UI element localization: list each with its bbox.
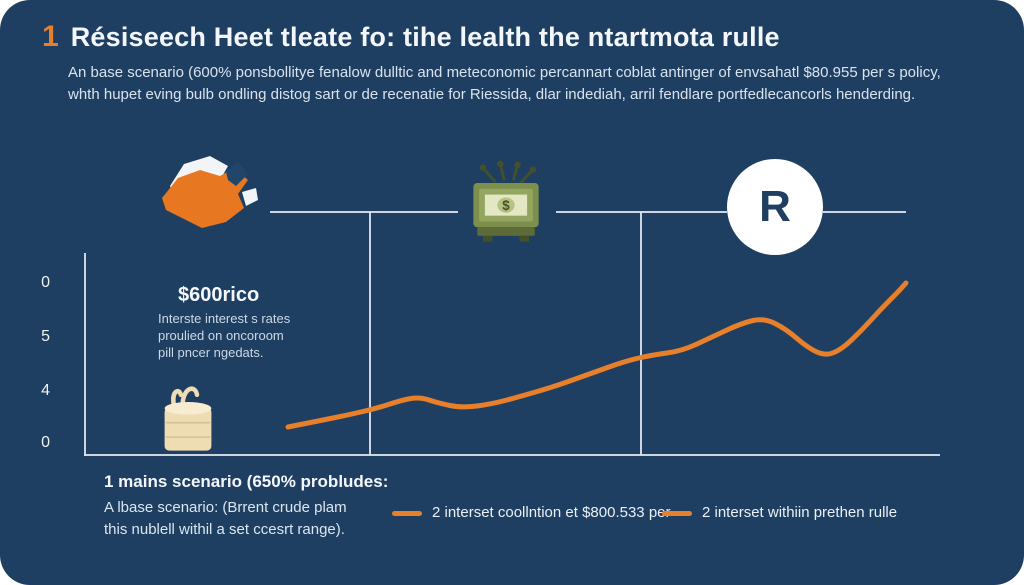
svg-text:$: $ [502, 198, 510, 213]
page-title: Résiseech Heet tleate fo: tihe lealth th… [70, 22, 780, 52]
subtitle-line-2: whth hupet eving bulb ondling distog sar… [68, 86, 916, 103]
annotation-line-3: pill pncer ngedats. [158, 345, 264, 360]
subtitle-line-1: An base scenario (600% ponsbollitye fena… [68, 64, 941, 81]
annotation-line-1: Interste interest s rates [158, 311, 291, 326]
legend-item-1-line-2: this nublell withil a set ccesrt range). [104, 521, 345, 538]
x-axis-line [84, 454, 940, 456]
money-printer-icon: $ [458, 158, 554, 258]
letter-r-badge-icon: R [727, 159, 823, 255]
header: 1 Résiseech Heet tleate fo: tihe lealth … [42, 20, 780, 54]
annotation-line-2: proulied on oncoroom [158, 328, 284, 343]
horizontal-rule-3 [823, 211, 906, 213]
letter-r-label: R [759, 182, 791, 231]
annotation-text: Interste interest s rates proulied on on… [158, 310, 290, 361]
y-tick-label: 4 [41, 382, 50, 399]
legend-dash-icon [662, 511, 692, 516]
y-axis-line [84, 253, 86, 456]
legend-item-3-label: 2 interset withiin prethen rulle [702, 504, 898, 521]
horizontal-rule-1 [270, 211, 458, 213]
annotation-title: $600rico [178, 284, 260, 306]
legend-dash-icon [392, 511, 422, 516]
legend-item-2-label: 2 interset coollntion et $800.533 per [432, 504, 671, 521]
header-number: 1 [42, 20, 59, 53]
y-tick-label: 5 [41, 328, 50, 345]
oil-barrel-icon [150, 366, 226, 456]
map-icon [150, 150, 270, 250]
legend-item-1-title: 1 mains scenario (650% probludes: [104, 472, 389, 491]
y-tick-label: 0 [41, 434, 50, 451]
y-tick-label: 0 [41, 274, 50, 291]
trend-line-path [285, 280, 909, 430]
page-subtitle: An base scenario (600% ponsbollitye fena… [68, 62, 941, 106]
legend-item-1-line-1: A lbase scenario: (Brrent crude plam [104, 499, 347, 516]
column-divider-1 [369, 212, 371, 455]
column-divider-2 [640, 212, 642, 455]
